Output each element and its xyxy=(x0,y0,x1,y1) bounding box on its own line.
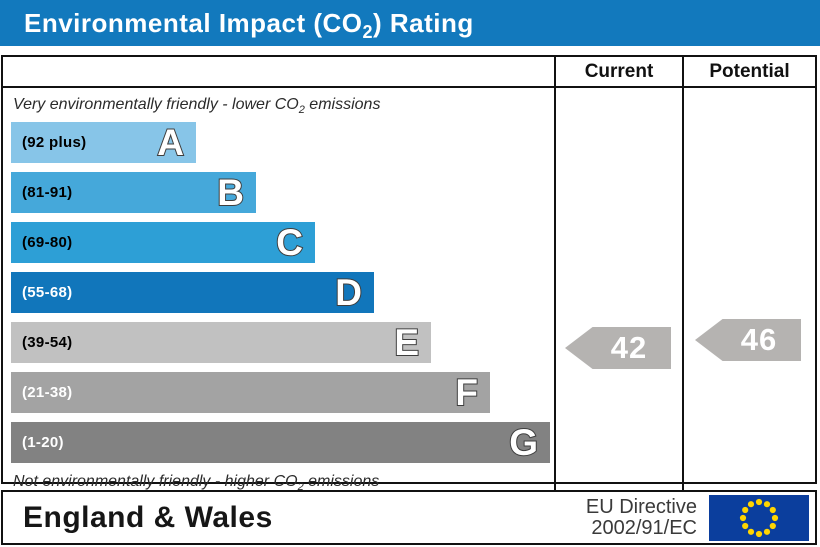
note-top: Very environmentally friendly - lower CO… xyxy=(13,96,381,117)
band-range-e: (39-54) xyxy=(22,334,73,351)
current-rating-value: 42 xyxy=(610,330,648,365)
band-letter-b: B xyxy=(216,171,245,214)
eu-directive-line2: 2002/91/EC xyxy=(591,516,697,539)
band-letter-c: C xyxy=(275,221,304,264)
footer-region-label: England & Wales xyxy=(23,500,273,534)
band-range-g: (1-20) xyxy=(22,434,64,451)
band-range-c: (69-80) xyxy=(22,234,73,251)
band-letter-a: A xyxy=(156,121,185,164)
band-range-d: (55-68) xyxy=(22,284,73,301)
bands-column: Very environmentally friendly - lower CO… xyxy=(3,88,556,494)
band-row-d: (55-68) D xyxy=(11,271,548,314)
band-row-a: (92 plus) A xyxy=(11,121,548,164)
band-row-b: (81-91) B xyxy=(11,171,548,214)
eu-directive-line1: EU Directive xyxy=(585,495,697,518)
band-letter-d: D xyxy=(334,271,363,314)
band-bar-b: (81-91) B xyxy=(11,171,256,214)
band-letter-g: G xyxy=(508,421,539,464)
band-row-e: (39-54) E xyxy=(11,321,548,364)
potential-column: 46 xyxy=(684,88,815,492)
current-column: 42 xyxy=(556,88,684,492)
note-bottom: Not environmentally friendly - higher CO… xyxy=(13,473,380,494)
band-bar-d: (55-68) D xyxy=(11,271,374,314)
band-row-f: (21-38) F xyxy=(11,371,548,414)
band-letter-f: F xyxy=(454,371,479,414)
band-bar-g: (1-20) G xyxy=(11,421,550,464)
current-rating-arrow: 42 xyxy=(565,327,671,369)
potential-rating-arrow: 46 xyxy=(695,319,801,361)
band-range-a: (92 plus) xyxy=(22,134,87,151)
footer-bar: England & Wales EU Directive 2002/91/EC xyxy=(1,490,817,545)
band-bar-c: (69-80) C xyxy=(11,221,315,264)
eu-directive-label: EU Directive 2002/91/EC xyxy=(585,495,697,539)
band-row-c: (69-80) C xyxy=(11,221,548,264)
band-range-b: (81-91) xyxy=(22,184,73,201)
chart-title: Environmental Impact (CO2) Rating xyxy=(24,7,474,42)
band-bar-e: (39-54) E xyxy=(11,321,431,364)
chart-title-bar: Environmental Impact (CO2) Rating xyxy=(0,0,820,46)
band-bar-f: (21-38) F xyxy=(11,371,490,414)
column-header-potential: Potential xyxy=(684,57,815,88)
potential-rating-value: 46 xyxy=(740,322,778,357)
band-row-g: (1-20) G xyxy=(11,421,550,464)
band-letter-e: E xyxy=(393,321,420,364)
rating-table: Current Potential Very environmentally f… xyxy=(1,55,817,493)
eu-flag-icon xyxy=(709,494,809,541)
column-header-current: Current xyxy=(556,57,684,88)
header-cell-empty xyxy=(3,57,556,88)
band-bar-a: (92 plus) A xyxy=(11,121,196,164)
band-range-f: (21-38) xyxy=(22,384,73,401)
